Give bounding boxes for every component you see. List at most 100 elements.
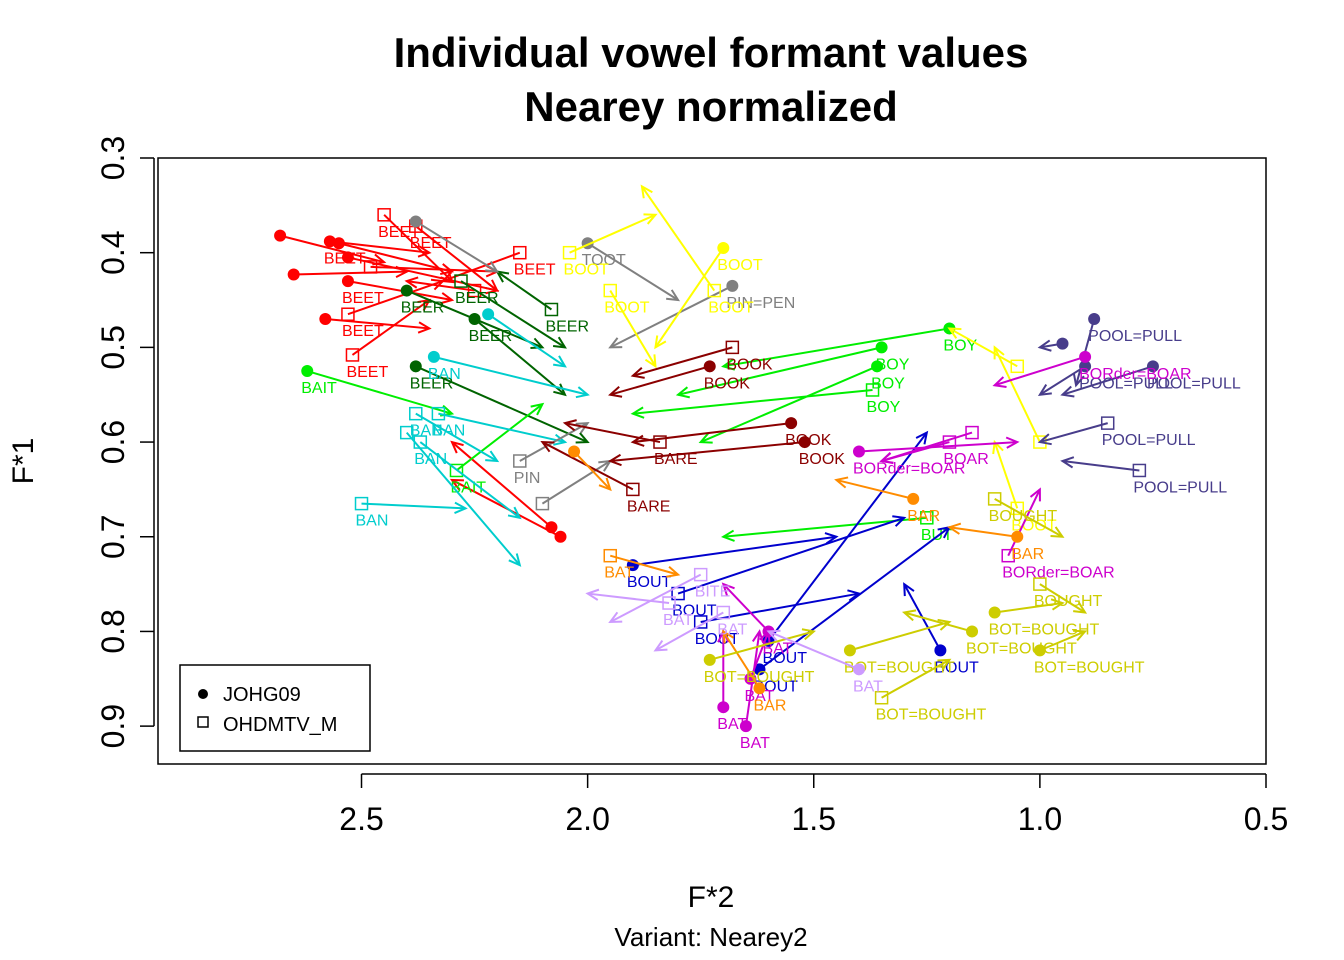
trajectory-line	[677, 346, 882, 396]
data-label: BEER	[545, 319, 589, 336]
trajectory-arrowhead	[1005, 436, 1020, 449]
trajectory-arrowhead	[751, 629, 765, 644]
data-point-ohdmtv-m	[1033, 577, 1047, 591]
trajectory-arrowhead	[553, 355, 567, 368]
trajectory-arrowhead	[1050, 526, 1065, 538]
trajectory-line	[709, 630, 815, 661]
data-point-ohdmtv-m	[513, 245, 527, 260]
trajectory-line	[609, 573, 702, 623]
trajectory-arrowhead	[915, 430, 929, 445]
data-point-ohdmtv-m	[920, 511, 934, 525]
chart-title-line-2: Nearey normalized	[524, 83, 898, 130]
trajectory-line	[415, 225, 498, 292]
data-point-johg09	[1146, 360, 1159, 373]
data-point-johg09	[323, 235, 336, 248]
data-point-ohdmtv-m	[1033, 435, 1047, 449]
trajectory-arrowhead	[404, 276, 419, 289]
trajectory-arrowhead	[1060, 385, 1075, 398]
data-point-ohdmtv-m	[513, 454, 527, 468]
data-point-johg09	[717, 241, 730, 254]
trajectory-line	[587, 592, 670, 605]
data-label: BAN	[356, 513, 389, 530]
data-point-johg09	[301, 365, 314, 378]
trajectory-line	[632, 422, 792, 444]
trajectory-line	[451, 441, 553, 529]
trajectory-arrowhead	[630, 367, 645, 379]
data-point-ohdmtv-m	[987, 492, 1002, 506]
data-label: BAT	[663, 612, 693, 629]
trajectory-line	[438, 412, 566, 444]
trajectory-arrowhead	[937, 658, 952, 671]
data-point-johg09	[907, 492, 920, 505]
trajectory-arrowhead	[440, 292, 455, 305]
data-label: BAN	[410, 423, 443, 440]
data-label: BOT=BOUGHT	[876, 707, 987, 724]
trajectory-line	[405, 431, 521, 566]
trajectory-line	[415, 220, 498, 273]
trajectory-arrowhead	[992, 376, 1007, 388]
trajectory-arrowhead	[824, 532, 839, 545]
trajectory-line	[496, 270, 553, 311]
trajectory-arrowhead	[721, 582, 735, 596]
data-point-ohdmtv-m	[409, 406, 423, 421]
data-point-johg09	[554, 530, 567, 543]
trajectory-line	[948, 327, 1018, 368]
x-tick-label: 0.5	[1244, 801, 1288, 837]
trajectory-line	[993, 346, 1041, 443]
trajectory-arrowhead	[608, 385, 623, 398]
trajectory-arrowhead	[721, 358, 736, 371]
legend: JOHG09 OHDMTV_M	[179, 664, 371, 752]
trajectory-arrowhead	[454, 501, 468, 514]
data-point-johg09	[482, 308, 495, 321]
data-point-johg09	[934, 644, 947, 657]
data-point-ohdmtv-m	[562, 245, 577, 260]
trajectory-arrowhead	[485, 260, 500, 273]
data-point-ohdmtv-m	[363, 260, 378, 274]
trajectory-line	[722, 630, 761, 689]
data-point-ohdmtv-m	[354, 496, 369, 511]
trajectory-arrowhead	[1037, 339, 1052, 352]
series-bought: BOT=BOUGHTBOT=BOUGHTBOT=BOUGHTBOT=BOUGHT…	[703, 492, 1145, 724]
trajectory-arrowhead	[992, 439, 1004, 455]
data-label: BAR	[907, 508, 940, 525]
data-point-ohdmtv-m	[965, 425, 979, 440]
trajectory-line	[347, 280, 453, 302]
data-label: BAT	[744, 688, 774, 705]
trajectory-arrowhead	[666, 289, 681, 302]
y-tick-label: 0.9	[95, 704, 131, 748]
data-point-johg09	[843, 644, 856, 657]
trajectory-line	[1062, 365, 1154, 396]
data-label: BOOT	[604, 300, 650, 317]
data-label: BEET	[346, 364, 388, 381]
trajectory-arrowhead	[585, 588, 600, 601]
trajectory-line	[641, 185, 716, 292]
data-point-johg09	[703, 360, 716, 373]
data-label: BAR	[753, 697, 786, 714]
data-point-ohdmtv-m	[467, 283, 482, 298]
trajectory-line	[279, 234, 385, 264]
data-point-ohdmtv-m	[544, 302, 559, 317]
data-label: BOAR	[943, 451, 988, 468]
trajectory-line	[347, 280, 444, 316]
data-label: POOL=PULL	[1147, 375, 1241, 392]
trajectory-line	[1039, 630, 1086, 652]
trajectory-arrowhead	[1060, 456, 1075, 469]
data-point-ohdmtv-m	[399, 425, 414, 440]
trajectory-line	[723, 327, 950, 368]
data-label: BOT=BOUGHT	[704, 669, 815, 686]
trajectory-arrowhead	[698, 432, 713, 444]
trajectory-arrowhead	[892, 515, 907, 527]
trajectory-line	[758, 526, 951, 671]
trajectory-line	[881, 658, 950, 699]
trajectory-line	[1039, 583, 1086, 614]
trajectory-arrowhead	[507, 506, 522, 520]
trajectory-arrowhead	[598, 459, 613, 472]
series-boar: BORder=BOARBORder=BOARBATBATBATBATBOARBO…	[717, 350, 1192, 752]
trajectory-line	[632, 346, 733, 377]
trajectory-line	[433, 355, 588, 396]
y-axis: 0.3 0.4 0.5 0.6 0.7 0.8 0.9	[95, 136, 155, 748]
data-point-johg09	[717, 701, 730, 714]
trajectory-line	[329, 240, 430, 254]
trajectory-arrowhead	[847, 589, 862, 602]
trajectory-arrowhead	[449, 478, 464, 491]
